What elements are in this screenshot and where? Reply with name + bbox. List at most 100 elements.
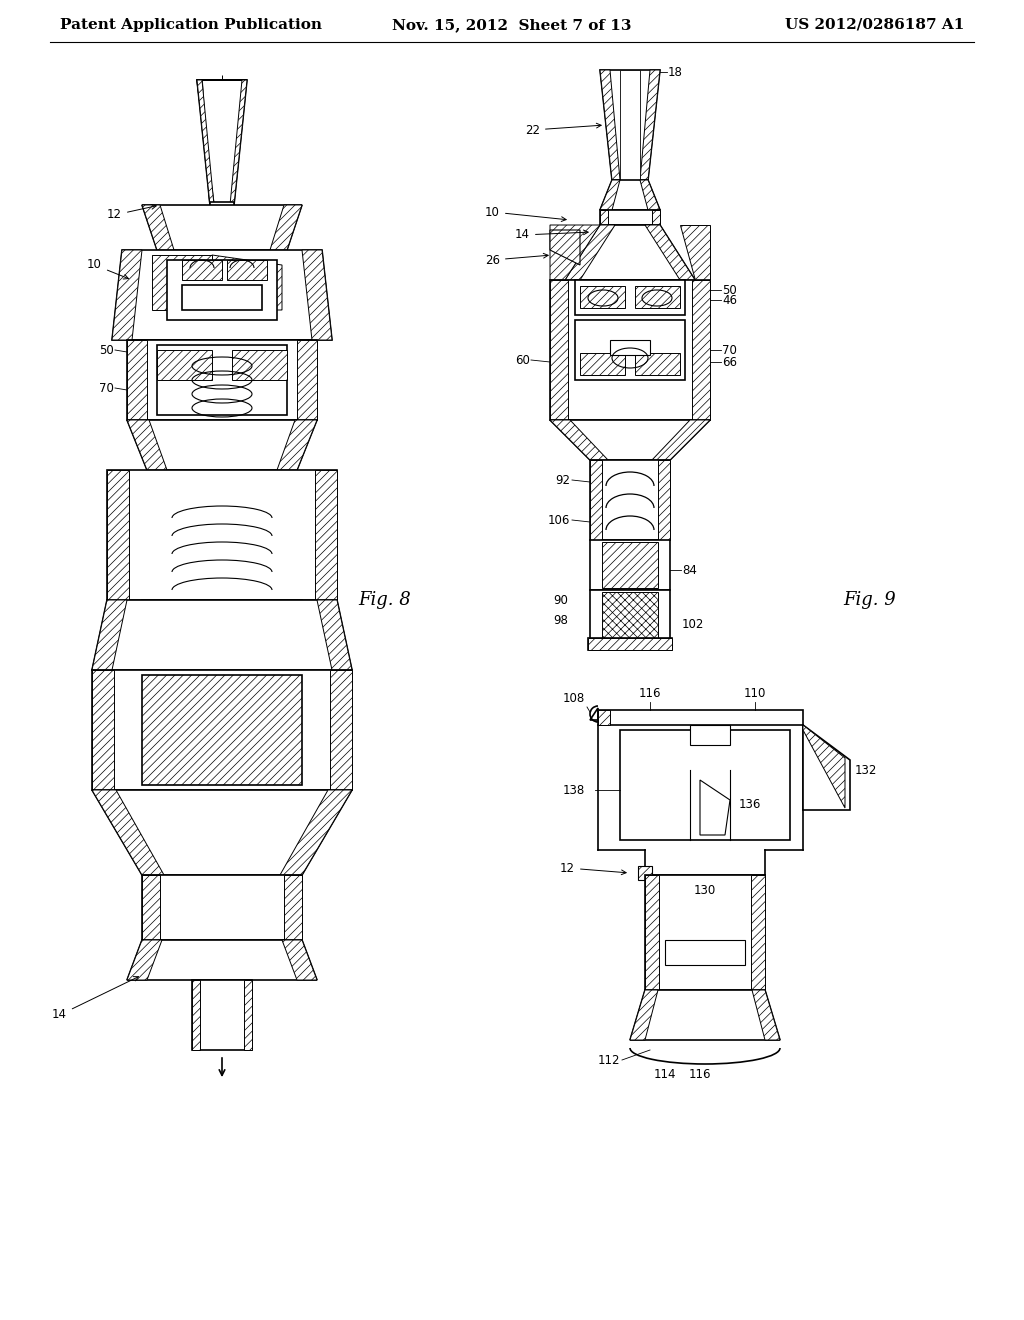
Polygon shape (640, 180, 660, 210)
Bar (590, 590, 670, 640)
Text: 12: 12 (106, 205, 157, 222)
Polygon shape (112, 249, 332, 341)
Bar (645, 875, 659, 990)
Bar (127, 341, 317, 420)
Text: 22: 22 (525, 123, 601, 136)
Bar (232, 350, 287, 380)
Polygon shape (197, 81, 247, 205)
Bar (600, 210, 608, 224)
Bar (588, 638, 672, 649)
Text: 112: 112 (597, 1053, 620, 1067)
Text: 60: 60 (515, 354, 530, 367)
Text: 106: 106 (548, 513, 570, 527)
Bar (297, 341, 317, 420)
Bar (244, 979, 252, 1049)
Polygon shape (640, 70, 660, 180)
Polygon shape (803, 725, 845, 808)
Bar (580, 286, 625, 308)
Text: 116: 116 (639, 686, 662, 700)
Bar (575, 280, 685, 315)
Polygon shape (600, 70, 620, 180)
Polygon shape (600, 180, 660, 210)
Bar (157, 345, 287, 414)
Bar (142, 675, 302, 785)
Text: 14: 14 (515, 228, 588, 242)
Bar (550, 280, 568, 420)
Polygon shape (550, 420, 710, 459)
Bar (142, 601, 302, 649)
Polygon shape (302, 249, 332, 341)
Text: 116: 116 (689, 1068, 712, 1081)
Text: 132: 132 (855, 763, 878, 776)
Bar (690, 725, 730, 744)
Polygon shape (127, 420, 317, 470)
Polygon shape (700, 780, 730, 836)
Bar (127, 341, 147, 420)
Bar (193, 979, 200, 1049)
Text: 18: 18 (668, 66, 683, 78)
Text: 92: 92 (555, 474, 570, 487)
Polygon shape (645, 224, 695, 280)
Bar (652, 210, 660, 224)
Polygon shape (152, 255, 212, 310)
Text: Fig. 9: Fig. 9 (844, 591, 896, 609)
Polygon shape (230, 81, 247, 205)
Bar (182, 260, 222, 280)
Polygon shape (127, 420, 167, 470)
Bar (550, 280, 710, 420)
Text: 136: 136 (738, 799, 761, 812)
Bar (692, 280, 710, 420)
Bar (92, 671, 114, 789)
Polygon shape (630, 990, 658, 1040)
Text: Fig. 8: Fig. 8 (358, 591, 412, 609)
Text: 70: 70 (99, 381, 114, 395)
Polygon shape (142, 205, 174, 249)
Bar (590, 459, 670, 540)
Polygon shape (752, 990, 780, 1040)
Polygon shape (282, 940, 317, 979)
Bar (330, 671, 352, 789)
Polygon shape (92, 789, 352, 875)
Polygon shape (92, 789, 164, 875)
Bar (600, 210, 660, 224)
Polygon shape (127, 940, 317, 979)
Polygon shape (565, 224, 695, 280)
Bar (193, 979, 252, 1049)
Bar (167, 260, 278, 319)
Polygon shape (197, 81, 214, 205)
Text: 102: 102 (682, 619, 705, 631)
Bar (638, 866, 652, 880)
Bar (580, 352, 625, 375)
Text: 50: 50 (722, 284, 736, 297)
Bar (590, 540, 670, 590)
Polygon shape (565, 224, 615, 280)
Bar (658, 459, 670, 540)
Bar (635, 352, 680, 375)
Bar (665, 940, 745, 965)
Bar (645, 875, 765, 990)
Text: US 2012/0286187 A1: US 2012/0286187 A1 (784, 18, 964, 32)
Bar (284, 875, 302, 940)
Bar (610, 341, 650, 355)
Polygon shape (550, 224, 600, 280)
Bar (635, 286, 680, 308)
Bar (602, 591, 658, 638)
Bar (751, 875, 765, 990)
Text: 84: 84 (682, 564, 697, 577)
Bar (106, 470, 129, 601)
Polygon shape (280, 789, 352, 875)
Bar (142, 875, 160, 940)
Text: Patent Application Publication: Patent Application Publication (60, 18, 322, 32)
Polygon shape (197, 81, 247, 205)
Text: 90: 90 (553, 594, 568, 606)
Bar (575, 319, 685, 380)
Bar (142, 649, 302, 730)
Text: 46: 46 (722, 293, 737, 306)
Bar (620, 730, 790, 840)
Bar (106, 470, 337, 601)
Bar (588, 638, 672, 649)
Text: 70: 70 (722, 343, 737, 356)
Polygon shape (550, 230, 580, 265)
Bar (590, 459, 602, 540)
Polygon shape (92, 601, 352, 671)
